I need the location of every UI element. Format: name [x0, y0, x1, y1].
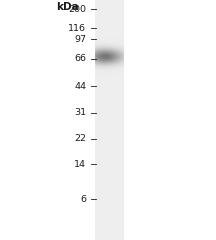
Text: 44: 44: [74, 82, 86, 91]
Text: 97: 97: [74, 35, 86, 44]
Text: 31: 31: [74, 108, 86, 117]
Text: 14: 14: [74, 160, 86, 169]
Bar: [95, 0, 125, 240]
Text: 200: 200: [68, 5, 86, 14]
Text: 6: 6: [80, 195, 86, 204]
Text: kDa: kDa: [56, 2, 79, 12]
Text: 22: 22: [74, 134, 86, 143]
Text: 66: 66: [74, 54, 86, 63]
Text: 116: 116: [68, 24, 86, 33]
